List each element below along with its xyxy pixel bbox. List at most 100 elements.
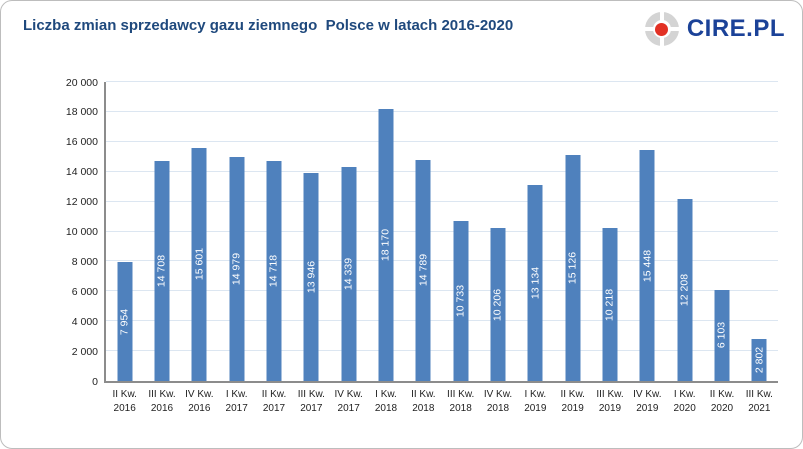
y-axis: 0 2 000 4 000 6 000 8 000 10 000 12 000 14 000 1… [1,77,98,388]
x-label-year: 2017 [337,403,360,414]
x-axis-tick-label: II Kw. 2019 [554,388,591,416]
y-axis-tick-label: 4 000 [71,315,98,328]
x-axis-tick-label: IV Kw. 2019 [629,388,666,416]
plot-area: 7 954 14 708 15 601 14 979 14 718 13 946 14 33… [104,81,778,383]
bar-column: 12 208 [666,82,703,381]
bar: 15 126 [565,154,581,381]
bar: 7 954 [117,262,133,381]
x-label-year: 2018 [449,403,472,414]
x-label-quarter: II Kw. [112,389,137,400]
x-axis-tick-label: II Kw. 2017 [255,388,292,416]
bar-column: 18 170 [367,82,404,381]
x-label-year: 2016 [113,403,136,414]
x-axis-tick-label: II Kw. 2018 [405,388,442,416]
bar-column: 14 979 [218,82,255,381]
y-axis-tick-label: 2 000 [71,345,98,358]
x-label-quarter: III Kw. [148,389,176,400]
x-label-quarter: I Kw. [375,389,397,400]
cire-target-icon [642,10,681,48]
x-label-quarter: III Kw. [596,389,624,400]
bar-column: 7 954 [106,82,143,381]
bar-value-label: 15 448 [641,249,654,282]
x-axis-tick-label: I Kw. 2017 [218,388,255,416]
bar: 10 218 [602,228,618,381]
y-axis-tick-label: 20 000 [65,76,98,89]
x-label-year: 2020 [710,403,734,414]
bar-value-label: 13 134 [529,266,542,299]
bar-column: 13 134 [517,82,554,381]
y-axis-tick-label: 8 000 [71,255,98,268]
bar: 2 802 [751,339,767,381]
x-axis-tick-label: II Kw. 2016 [106,388,143,416]
x-label-quarter: II Kw. [709,389,735,400]
x-axis-tick-label: I Kw. 2019 [517,388,554,416]
x-axis-tick-label: IV Kw. 2017 [330,388,367,416]
bar: 14 789 [415,159,431,381]
x-label-quarter: II Kw. [411,389,436,400]
x-label-quarter: I Kw. [673,389,696,400]
bar: 14 979 [229,157,245,381]
bar-column: 14 708 [143,82,180,381]
x-label-year: 2017 [300,403,323,414]
bar-value-label: 14 979 [230,252,243,286]
y-axis-tick-label: 0 [92,375,98,388]
bar-column: 15 126 [554,82,591,381]
bar-value-label: 15 126 [566,251,579,284]
x-label-year: 2017 [225,403,248,414]
bar-column: 15 448 [629,82,666,381]
y-axis-tick-label: 10 000 [65,226,98,238]
bar: 12 208 [677,198,693,381]
x-label-year: 2016 [188,403,211,414]
gridline [106,81,778,82]
x-axis-tick-label: IV Kw. 2016 [181,388,218,416]
y-axis-tick-label: 12 000 [65,196,98,209]
x-label-quarter: II Kw. [560,389,585,400]
y-axis-tick-label: 18 000 [65,106,98,119]
bar-value-label: 14 708 [155,255,168,288]
bar: 14 708 [154,161,170,381]
bar-value-label: 2 802 [753,346,766,374]
bar: 10 206 [490,228,506,381]
x-axis-tick-label: III Kw. 2016 [143,388,180,416]
x-label-year: 2021 [748,403,771,414]
bar: 6 103 [714,289,730,381]
bar-value-label: 13 946 [305,260,318,293]
y-axis-tick-label: 16 000 [65,136,98,149]
x-label-quarter: III Kw. [745,389,773,400]
x-label-year: 2016 [150,403,174,414]
y-axis-tick-label: 6 000 [71,285,98,298]
gridline [106,290,778,292]
x-label-year: 2018 [412,403,435,414]
bar-column: 2 802 [741,82,778,381]
gridline [106,350,778,352]
x-axis-tick-label: I Kw. 2020 [666,388,703,416]
x-label-quarter: II Kw. [261,389,287,400]
x-label-year: 2020 [673,403,696,414]
bar: 14 339 [341,166,357,381]
x-label-year: 2018 [486,403,510,414]
x-label-quarter: I Kw. [524,389,547,400]
bar: 13 946 [303,172,319,381]
x-label-year: 2017 [262,403,286,414]
x-axis-tick-label: IV Kw. 2018 [479,388,516,416]
gridline [106,170,778,172]
bar-column: 14 789 [405,82,442,381]
x-axis-tick-label: III Kw. 2019 [591,388,628,416]
gridline [106,320,778,322]
x-label-quarter: IV Kw. [483,389,513,400]
gridline [106,260,778,262]
x-axis-tick-label: II Kw. 2020 [703,388,740,416]
bar-column: 14 339 [330,82,367,381]
bar-value-label: 12 208 [678,273,691,306]
x-axis-tick-label: I Kw. 2018 [367,388,404,416]
x-label-quarter: III Kw. [447,389,475,400]
bar-value-label: 7 954 [118,308,131,335]
x-label-quarter: IV Kw. [185,389,214,400]
bar: 15 601 [191,147,207,381]
bar-column: 14 718 [255,82,292,381]
cire-logo: CIRE.PL [642,10,785,48]
bar: 18 170 [378,109,394,381]
gridline [106,140,778,142]
gridline [106,110,778,112]
bar-value-label: 14 789 [417,254,430,287]
